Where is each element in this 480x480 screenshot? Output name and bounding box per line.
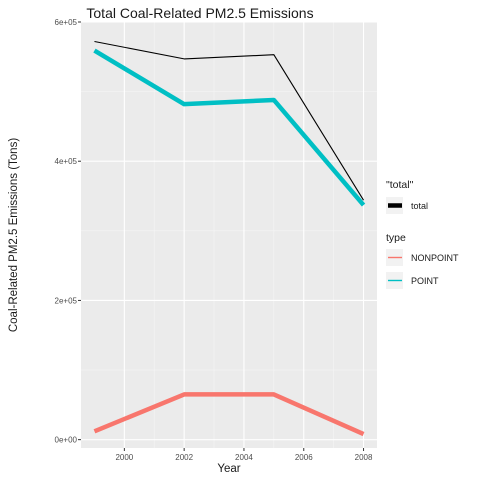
series-line-nonpoint (93, 392, 365, 437)
x-tick-label: 2002 (175, 453, 193, 462)
y-axis: 0e+00 2e+05 4e+05 6e+05 (55, 18, 81, 445)
x-axis-title: Year (217, 463, 240, 475)
y-tick-label: 4e+05 (55, 157, 78, 166)
x-tick-label: 2008 (355, 453, 373, 462)
legend-title-type: type (386, 232, 406, 244)
legend: "total" total type NONPOINT POINT (386, 179, 459, 289)
y-tick-label: 0e+00 (55, 436, 78, 445)
y-axis-title: Coal-Related PM2.5 Emissions (Tons) (8, 138, 20, 332)
x-tick-label: 2004 (235, 453, 253, 462)
y-tick-label: 6e+05 (55, 18, 78, 27)
major-gridlines (81, 21, 377, 448)
minor-gridlines (81, 22, 377, 448)
legend-label-point: POINT (411, 276, 439, 286)
series-line-point (93, 48, 366, 207)
legend-title-total: "total" (386, 179, 414, 191)
y-tick-label: 2e+05 (55, 296, 78, 305)
x-axis: 2000 2002 2004 2006 2008 (115, 448, 373, 462)
x-tick-label: 2000 (115, 453, 133, 462)
x-tick-label: 2006 (295, 453, 313, 462)
series-line-total (94, 40, 365, 201)
legend-label-nonpoint: NONPOINT (411, 253, 459, 263)
chart-title: Total Coal-Related PM2.5 Emissions (86, 5, 313, 21)
series-lines (93, 40, 366, 437)
plot-panel (81, 22, 377, 448)
legend-label-total: total (411, 201, 428, 211)
